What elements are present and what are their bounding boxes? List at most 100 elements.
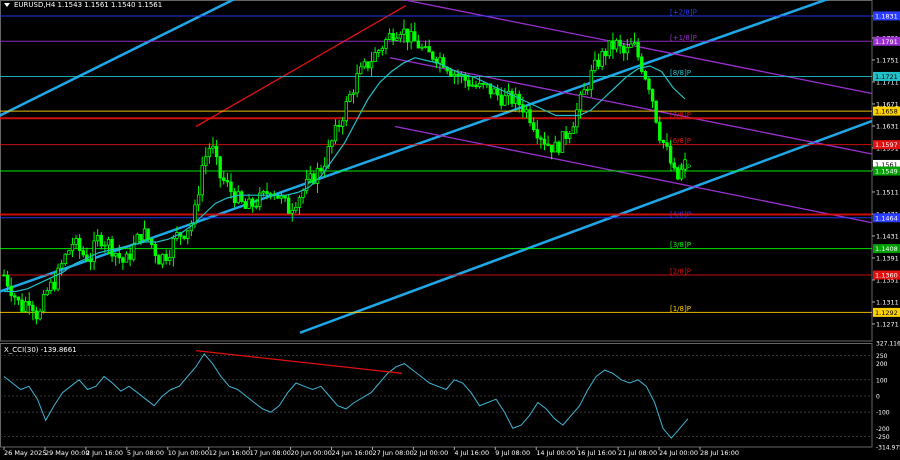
price-tag-text: 1.1561 xyxy=(875,161,898,169)
candle-body xyxy=(250,198,255,207)
candle-body xyxy=(113,253,118,257)
level-label-4: [7/8]P xyxy=(670,111,691,119)
candle-body xyxy=(265,191,269,195)
candle-body xyxy=(103,244,107,247)
candle-body xyxy=(467,79,471,87)
candle-body xyxy=(286,197,291,214)
time-tick-label: 20 Jun 00:00 xyxy=(291,449,332,457)
candle-body xyxy=(81,250,85,256)
candle-body xyxy=(326,146,330,167)
candle-body xyxy=(380,47,385,51)
candle-body xyxy=(661,139,666,144)
candle-body xyxy=(330,140,334,147)
candle-body xyxy=(420,46,424,49)
candle-body xyxy=(676,167,680,180)
candle-body xyxy=(279,195,284,199)
candle-body xyxy=(41,294,46,312)
candle-body xyxy=(315,167,320,184)
candle-body xyxy=(593,59,597,71)
price-tick-label: 1.1671 xyxy=(876,100,899,108)
candle-body xyxy=(351,92,356,95)
candle-body xyxy=(214,145,219,158)
time-tick-label: 4 Jul 16:00 xyxy=(454,449,489,457)
cci-tick-label: -100 xyxy=(876,410,890,417)
price-tag-text: 1.1292 xyxy=(875,309,898,317)
candle-body xyxy=(542,138,547,145)
candle-body xyxy=(254,205,258,208)
candle-body xyxy=(290,209,294,214)
candle-body xyxy=(2,274,6,277)
candle-body xyxy=(52,281,57,290)
price-tick-label: 1.1511 xyxy=(876,188,899,196)
candle-body xyxy=(204,156,208,167)
candle-body xyxy=(640,56,644,72)
candle-body xyxy=(668,146,673,164)
candle-body xyxy=(157,255,161,265)
candle-body xyxy=(301,190,305,198)
level-label-6: [5/8]P xyxy=(670,164,691,172)
candle-body xyxy=(413,31,417,42)
channel-lower-line xyxy=(299,119,873,334)
candle-body xyxy=(186,230,190,239)
candle-body xyxy=(643,71,648,80)
cci-pane-border xyxy=(0,343,873,448)
candle-body xyxy=(106,239,111,246)
candle-body xyxy=(622,45,626,54)
candle-body xyxy=(99,234,103,247)
candle-body xyxy=(604,50,608,57)
candle-body xyxy=(247,198,251,209)
candle-body xyxy=(23,301,28,312)
candle-body xyxy=(222,177,226,181)
candle-body xyxy=(560,131,565,153)
candle-body xyxy=(477,82,482,88)
price-tag-bg xyxy=(873,11,900,21)
candle-body xyxy=(153,244,158,257)
candle-body xyxy=(488,83,493,95)
candle-body xyxy=(607,40,612,57)
channel-upper-line xyxy=(0,0,236,117)
candle-body xyxy=(171,238,176,258)
candle-body xyxy=(650,89,655,102)
price-tag-bg xyxy=(873,270,900,280)
dropdown-arrow-icon[interactable] xyxy=(4,3,10,7)
candle-body xyxy=(618,39,622,47)
price-tick-label: 1.1751 xyxy=(876,56,899,64)
candle-body xyxy=(34,310,39,320)
time-tick-label: 14 Jul 00:00 xyxy=(536,449,575,457)
candle-body xyxy=(387,32,392,40)
candle-body xyxy=(132,243,136,260)
candle-body xyxy=(319,167,323,172)
candle-body xyxy=(117,253,122,259)
candle-body xyxy=(402,28,406,35)
candle-body xyxy=(539,137,543,140)
candle-body xyxy=(499,94,503,106)
time-tick-label: 12 Jun 16:00 xyxy=(209,449,250,457)
candle-body xyxy=(611,40,615,50)
candle-body xyxy=(38,310,42,320)
symbol-label: EURUSD,H4 1.1543 1.1561 1.1540 1.1561 xyxy=(14,1,163,9)
candle-body xyxy=(391,32,395,41)
candle-body xyxy=(77,238,82,252)
price-tag-text: 1.1831 xyxy=(875,12,898,20)
candle-body xyxy=(549,144,554,153)
cci-tick-label: -250 xyxy=(876,434,890,441)
candle-body xyxy=(564,131,568,140)
candle-body xyxy=(377,50,381,53)
candle-body xyxy=(344,100,349,122)
price-tag-text: 1.1597 xyxy=(875,141,898,149)
candle-body xyxy=(70,244,75,252)
candle-body xyxy=(268,193,273,196)
candle-body xyxy=(121,257,125,263)
candle-body xyxy=(304,178,309,191)
candle-body xyxy=(517,93,521,106)
candle-body xyxy=(16,296,21,301)
candle-body xyxy=(243,201,248,209)
candle-body xyxy=(146,228,150,240)
candle-body xyxy=(355,73,359,94)
candle-body xyxy=(672,162,676,169)
candle-body xyxy=(348,93,352,102)
cci-tick-label: 200 xyxy=(876,361,888,368)
candle-body xyxy=(665,142,669,147)
candle-body xyxy=(135,233,140,245)
price-tick-label: 1.1711 xyxy=(876,78,899,86)
